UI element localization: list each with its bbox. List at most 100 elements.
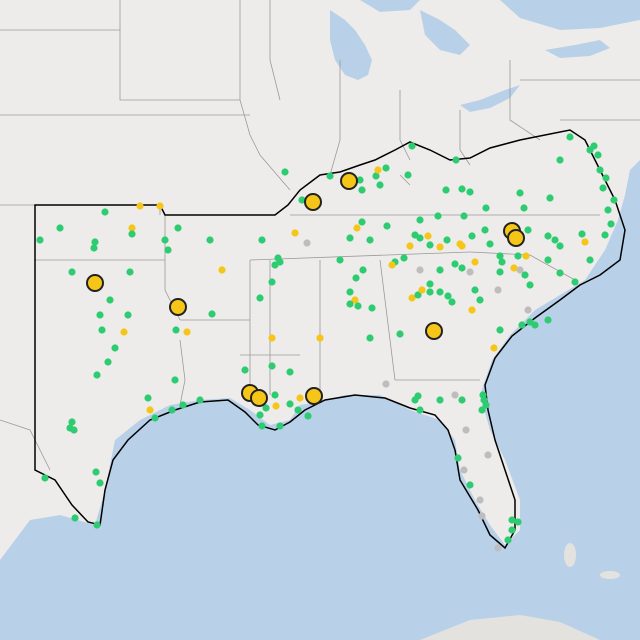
site-marker-green[interactable] <box>276 422 284 430</box>
site-marker-yellow[interactable] <box>156 202 164 210</box>
site-marker-yellow[interactable] <box>468 306 476 314</box>
major-site-marker[interactable] <box>507 229 525 247</box>
site-marker-green[interactable] <box>551 236 559 244</box>
site-marker-yellow[interactable] <box>128 224 136 232</box>
site-marker-green[interactable] <box>304 412 312 420</box>
site-marker-green[interactable] <box>454 454 462 462</box>
site-marker-gray[interactable] <box>416 266 424 274</box>
site-marker-green[interactable] <box>442 186 450 194</box>
site-marker-gray[interactable] <box>494 286 502 294</box>
site-marker-yellow[interactable] <box>351 296 359 304</box>
site-marker-green[interactable] <box>426 288 434 296</box>
site-marker-green[interactable] <box>556 269 564 277</box>
site-marker-green[interactable] <box>281 168 289 176</box>
site-marker-green[interactable] <box>101 208 109 216</box>
site-marker-green[interactable] <box>436 288 444 296</box>
site-marker-green[interactable] <box>448 298 456 306</box>
site-marker-green[interactable] <box>566 133 574 141</box>
site-marker-green[interactable] <box>179 401 187 409</box>
site-marker-green[interactable] <box>411 231 419 239</box>
site-marker-yellow[interactable] <box>146 406 154 414</box>
site-marker-yellow[interactable] <box>353 224 361 232</box>
site-marker-green[interactable] <box>241 366 249 374</box>
site-marker-green[interactable] <box>41 474 49 482</box>
site-marker-green[interactable] <box>206 236 214 244</box>
site-marker-gray[interactable] <box>303 239 311 247</box>
site-marker-green[interactable] <box>544 232 552 240</box>
site-marker-yellow[interactable] <box>418 286 426 294</box>
site-marker-green[interactable] <box>336 256 344 264</box>
major-site-marker[interactable] <box>250 389 268 407</box>
site-marker-green[interactable] <box>411 396 419 404</box>
site-marker-green[interactable] <box>96 311 104 319</box>
major-site-marker[interactable] <box>340 172 358 190</box>
site-marker-yellow[interactable] <box>510 264 518 272</box>
site-marker-green[interactable] <box>458 396 466 404</box>
site-marker-green[interactable] <box>476 296 484 304</box>
site-marker-green[interactable] <box>358 218 366 226</box>
site-marker-green[interactable] <box>161 236 169 244</box>
site-marker-green[interactable] <box>460 212 468 220</box>
site-marker-green[interactable] <box>444 292 452 300</box>
site-marker-green[interactable] <box>71 514 79 522</box>
major-site-marker[interactable] <box>86 274 104 292</box>
site-marker-green[interactable] <box>404 171 412 179</box>
site-marker-gray[interactable] <box>484 451 492 459</box>
site-marker-green[interactable] <box>486 240 494 248</box>
site-marker-green[interactable] <box>346 300 354 308</box>
site-marker-green[interactable] <box>496 252 504 260</box>
site-marker-green[interactable] <box>508 516 516 524</box>
site-marker-yellow[interactable] <box>408 294 416 302</box>
site-marker-green[interactable] <box>164 246 172 254</box>
site-marker-green[interactable] <box>271 261 279 269</box>
site-marker-gray[interactable] <box>516 266 524 274</box>
site-marker-green[interactable] <box>124 311 132 319</box>
site-marker-gray[interactable] <box>382 380 390 388</box>
site-marker-yellow[interactable] <box>424 232 432 240</box>
site-marker-green[interactable] <box>172 326 180 334</box>
site-marker-yellow[interactable] <box>136 202 144 210</box>
site-marker-green[interactable] <box>36 236 44 244</box>
site-marker-green[interactable] <box>602 174 610 182</box>
site-marker-green[interactable] <box>144 394 152 402</box>
site-marker-green[interactable] <box>481 226 489 234</box>
major-site-marker[interactable] <box>425 322 443 340</box>
site-marker-green[interactable] <box>358 186 366 194</box>
site-marker-green[interactable] <box>383 222 391 230</box>
site-marker-green[interactable] <box>436 266 444 274</box>
site-marker-green[interactable] <box>451 260 459 268</box>
site-marker-green[interactable] <box>571 278 579 286</box>
site-marker-green[interactable] <box>56 224 64 232</box>
site-marker-green[interactable] <box>590 142 598 150</box>
site-marker-green[interactable] <box>104 358 112 366</box>
site-marker-green[interactable] <box>544 256 552 264</box>
site-marker-green[interactable] <box>518 321 526 329</box>
site-marker-green[interactable] <box>174 224 182 232</box>
site-marker-yellow[interactable] <box>406 242 414 250</box>
site-marker-green[interactable] <box>356 176 364 184</box>
site-marker-green[interactable] <box>90 244 98 252</box>
site-marker-green[interactable] <box>514 518 522 526</box>
site-marker-green[interactable] <box>366 236 374 244</box>
site-marker-green[interactable] <box>556 242 564 250</box>
site-marker-yellow[interactable] <box>458 242 466 250</box>
site-marker-green[interactable] <box>298 196 306 204</box>
site-marker-green[interactable] <box>434 212 442 220</box>
site-marker-green[interactable] <box>516 189 524 197</box>
site-marker-green[interactable] <box>256 411 264 419</box>
site-marker-green[interactable] <box>498 258 506 266</box>
site-marker-green[interactable] <box>504 536 512 544</box>
site-marker-green[interactable] <box>596 166 604 174</box>
site-marker-green[interactable] <box>578 230 586 238</box>
site-marker-green[interactable] <box>482 204 490 212</box>
site-marker-green[interactable] <box>382 164 390 172</box>
site-marker-gray[interactable] <box>466 268 474 276</box>
site-marker-green[interactable] <box>601 231 609 239</box>
site-marker-green[interactable] <box>268 278 276 286</box>
site-marker-yellow[interactable] <box>471 258 479 266</box>
site-marker-green[interactable] <box>458 264 466 272</box>
site-marker-green[interactable] <box>346 288 354 296</box>
site-marker-gray[interactable] <box>524 306 532 314</box>
site-marker-green[interactable] <box>514 252 522 260</box>
site-marker-green[interactable] <box>443 236 451 244</box>
